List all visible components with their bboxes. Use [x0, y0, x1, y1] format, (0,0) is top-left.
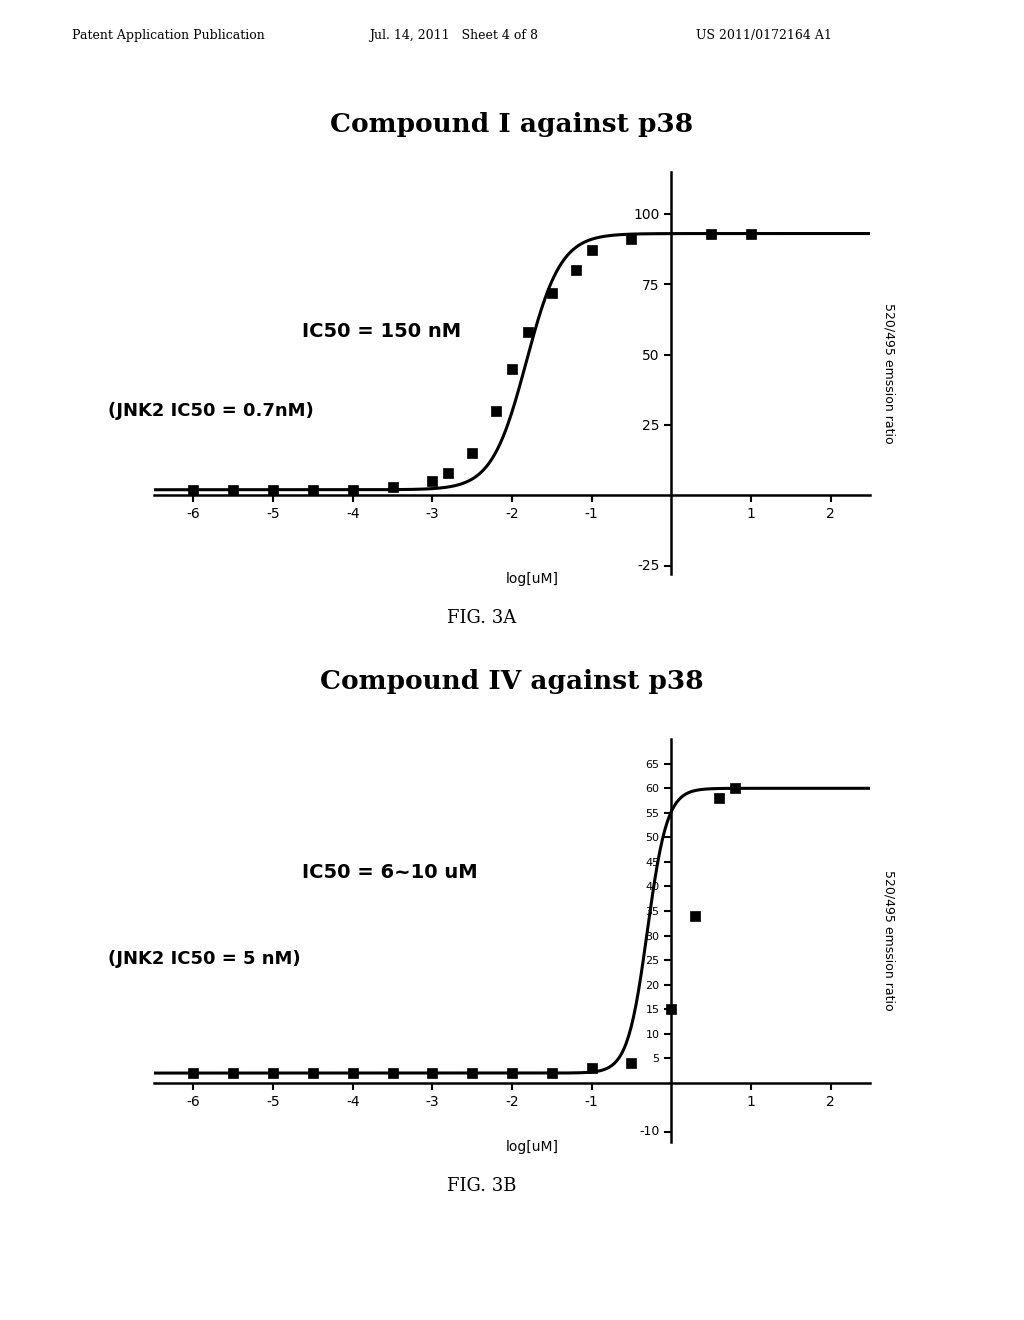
Text: log[uM]: log[uM] [506, 1140, 559, 1154]
Text: log[uM]: log[uM] [506, 573, 559, 586]
Text: IC50 = 150 nM: IC50 = 150 nM [302, 322, 461, 341]
Text: -10: -10 [639, 1126, 659, 1138]
Text: FIG. 3B: FIG. 3B [446, 1176, 516, 1195]
Text: -25: -25 [637, 558, 659, 573]
Text: Compound IV against p38: Compound IV against p38 [321, 669, 703, 694]
Text: Compound I against p38: Compound I against p38 [331, 112, 693, 137]
Text: (JNK2 IC50 = 0.7nM): (JNK2 IC50 = 0.7nM) [108, 401, 313, 420]
Y-axis label: 520/495 emssion ratio: 520/495 emssion ratio [883, 870, 895, 1011]
Text: (JNK2 IC50 = 5 nM): (JNK2 IC50 = 5 nM) [108, 949, 300, 968]
Text: Patent Application Publication: Patent Application Publication [72, 29, 264, 42]
Text: Jul. 14, 2011   Sheet 4 of 8: Jul. 14, 2011 Sheet 4 of 8 [369, 29, 538, 42]
Y-axis label: 520/495 emssion ratio: 520/495 emssion ratio [883, 302, 895, 444]
Text: IC50 = 6~10 uM: IC50 = 6~10 uM [302, 863, 478, 882]
Text: FIG. 3A: FIG. 3A [446, 609, 516, 627]
Text: US 2011/0172164 A1: US 2011/0172164 A1 [696, 29, 833, 42]
